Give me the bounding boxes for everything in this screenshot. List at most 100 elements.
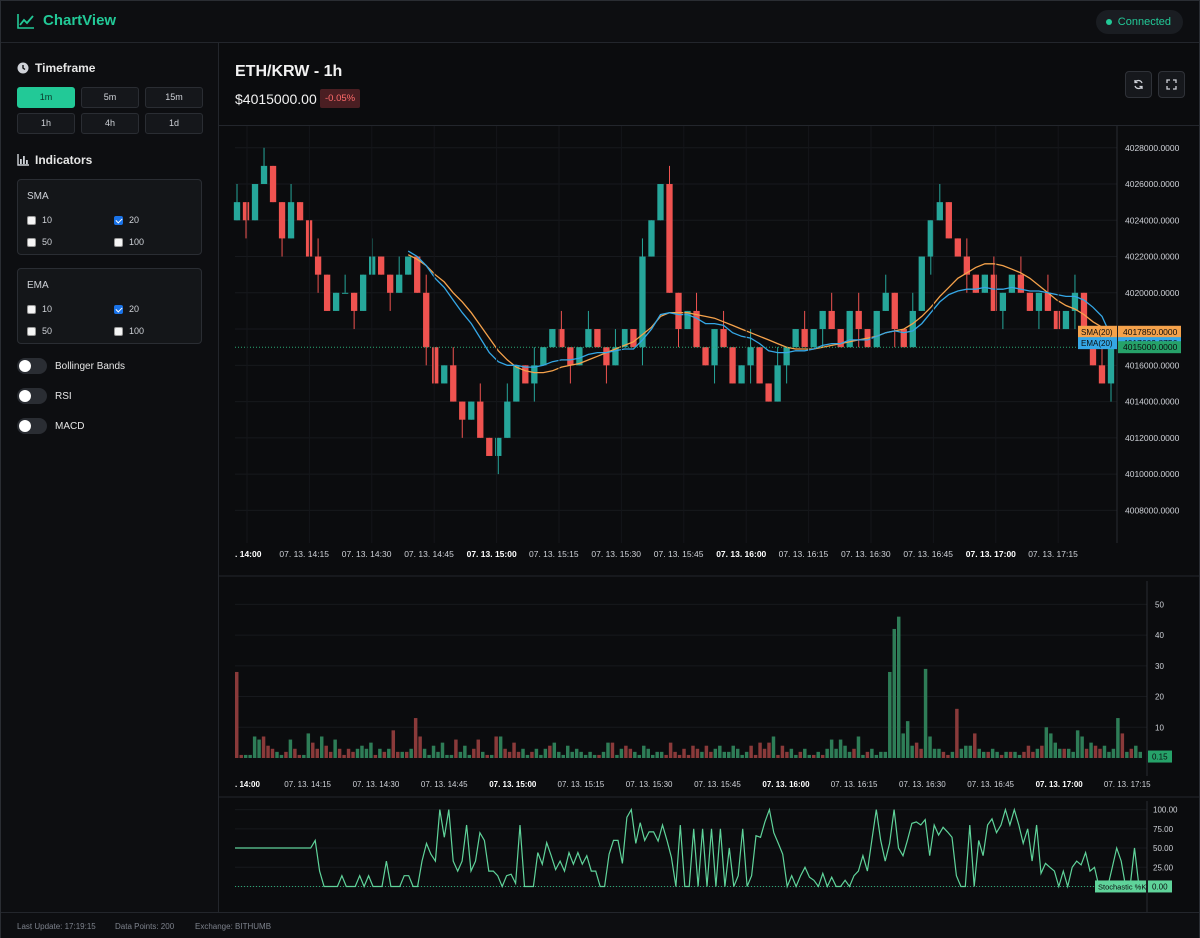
candle-down	[1044, 292, 1052, 311]
volume-x-tick-label: . 14:00	[235, 780, 260, 789]
toggle-label: MACD	[55, 420, 85, 432]
candle-up	[585, 329, 592, 348]
volume-x-tick-label: 07. 13. 17:00	[1036, 780, 1084, 789]
candle-up	[639, 256, 646, 348]
candle-down	[675, 292, 682, 330]
timeframe-button-1m[interactable]: 1m	[17, 87, 75, 108]
ema-option-10[interactable]: 10	[27, 304, 52, 314]
sidebar: Timeframe 1m 5m 15m 1h 4h 1d Indicators SMA 1…	[1, 43, 219, 912]
volume-bar	[530, 751, 534, 758]
candle-down	[278, 202, 286, 239]
candle-down	[1080, 292, 1088, 330]
top-bar: ChartView Connected	[1, 1, 1199, 43]
refresh-button[interactable]	[1125, 71, 1152, 98]
sma-option-label: 20	[129, 215, 140, 225]
candle-down	[801, 329, 808, 348]
candle-up	[927, 220, 934, 257]
ema-checkbox-50[interactable]	[27, 326, 36, 336]
candle-up	[332, 292, 340, 311]
volume-bar	[883, 751, 888, 758]
volume-bar	[843, 745, 847, 758]
volume-bar	[812, 754, 816, 758]
volume-bar	[735, 748, 740, 758]
volume-last-tag: 0.15	[1152, 753, 1168, 762]
chart-area[interactable]: 4028000.0000 4026000.0000 4024000.0000 4022…	[219, 126, 1199, 912]
trading-chart[interactable]: 4028000.0000 4026000.0000 4024000.0000 4022…	[219, 126, 1199, 912]
price-y-tick-label: 4012000.0000	[1125, 433, 1180, 443]
ema-checkbox-10[interactable]	[27, 304, 36, 314]
timeframe-button-4h[interactable]: 4h	[81, 113, 139, 134]
volume-bar	[288, 739, 293, 758]
volume-bar	[382, 751, 387, 758]
ema-option-50[interactable]: 50	[27, 326, 52, 336]
sma-option-label: 100	[129, 237, 145, 247]
exchange-text: Exchange: BITHUMB	[195, 922, 272, 931]
sma-checkbox-10[interactable]	[27, 215, 36, 225]
volume-bar	[615, 754, 619, 758]
stoch-value-tag: 0.00	[1152, 882, 1168, 891]
volume-bar	[834, 748, 838, 758]
timeframe-button-5m[interactable]: 5m	[81, 87, 139, 108]
price-x-tick-label: 07. 13. 16:45	[903, 549, 953, 559]
volume-bar	[686, 754, 691, 758]
volume-bar	[691, 745, 695, 758]
sma-checkbox-100[interactable]	[114, 237, 123, 247]
candle-up	[260, 165, 268, 185]
volume-bar	[498, 736, 503, 758]
volume-bar	[436, 751, 440, 758]
price-x-tick-label: 07. 13. 14:15	[279, 549, 329, 559]
toggle-label: RSI	[55, 390, 72, 402]
candle-down	[459, 401, 466, 420]
volume-bar	[682, 748, 686, 758]
volume-bar	[932, 748, 937, 758]
status-footer: Last Update: 17:19:15 Data Points: 200 E…	[1, 912, 1199, 938]
candle-down	[963, 256, 970, 275]
volume-bar	[302, 754, 306, 758]
brand[interactable]: ChartView	[17, 12, 116, 29]
volume-x-tick-label: 07. 13. 15:15	[558, 780, 605, 789]
sma-legend-tag: SMA(20)	[1081, 328, 1113, 337]
toggle-switch[interactable]	[17, 358, 47, 374]
volume-bar	[315, 748, 319, 758]
sma-checkbox-50[interactable]	[27, 237, 36, 247]
volume-bar	[794, 754, 798, 758]
sma-option-10[interactable]: 10	[27, 215, 52, 225]
volume-bar	[351, 751, 355, 758]
price-y-tick-label: 4014000.0000	[1125, 397, 1180, 407]
toggle-switch[interactable]	[17, 388, 47, 404]
volume-bar	[879, 751, 883, 758]
toggle-switch[interactable]	[17, 418, 47, 434]
timeframe-button-1d[interactable]: 1d	[145, 113, 203, 134]
fullscreen-button[interactable]	[1158, 71, 1185, 98]
candle-down	[693, 310, 700, 348]
volume-bar	[968, 745, 973, 758]
volume-bar	[619, 748, 624, 758]
volume-bar	[776, 754, 780, 758]
timeframe-button-15m[interactable]: 15m	[145, 87, 203, 108]
sma-option-50[interactable]: 50	[27, 237, 52, 247]
sma-checkbox-20[interactable]	[114, 215, 123, 225]
volume-bar	[914, 742, 919, 758]
ema-checkbox-20[interactable]	[114, 304, 123, 314]
volume-bar	[959, 748, 964, 758]
price-y-tick-label: 4024000.0000	[1125, 215, 1180, 225]
sma-option-100[interactable]: 100	[114, 237, 144, 247]
price-y-tick-label: 4020000.0000	[1125, 288, 1180, 298]
sma-option-20[interactable]: 20	[114, 215, 139, 225]
toggle-row-macd[interactable]: MACD	[17, 418, 84, 434]
ema-title: EMA	[27, 280, 49, 291]
volume-bar	[624, 745, 628, 758]
ema-checkbox-100[interactable]	[114, 326, 123, 336]
candle-down	[296, 202, 304, 221]
ema-option-100[interactable]: 100	[114, 326, 144, 336]
toggle-row-rsi[interactable]: RSI	[17, 388, 72, 404]
timeframe-button-1h[interactable]: 1h	[17, 113, 75, 134]
candle-down	[522, 365, 529, 384]
ema-option-20[interactable]: 20	[114, 304, 139, 314]
volume-bar	[673, 751, 677, 758]
candle-up	[918, 256, 925, 311]
toggle-row-bollinger-bands[interactable]: Bollinger Bands	[17, 358, 125, 374]
candle-down	[486, 437, 493, 456]
app-name: ChartView	[43, 12, 117, 29]
status-dot-icon	[1105, 19, 1112, 25]
